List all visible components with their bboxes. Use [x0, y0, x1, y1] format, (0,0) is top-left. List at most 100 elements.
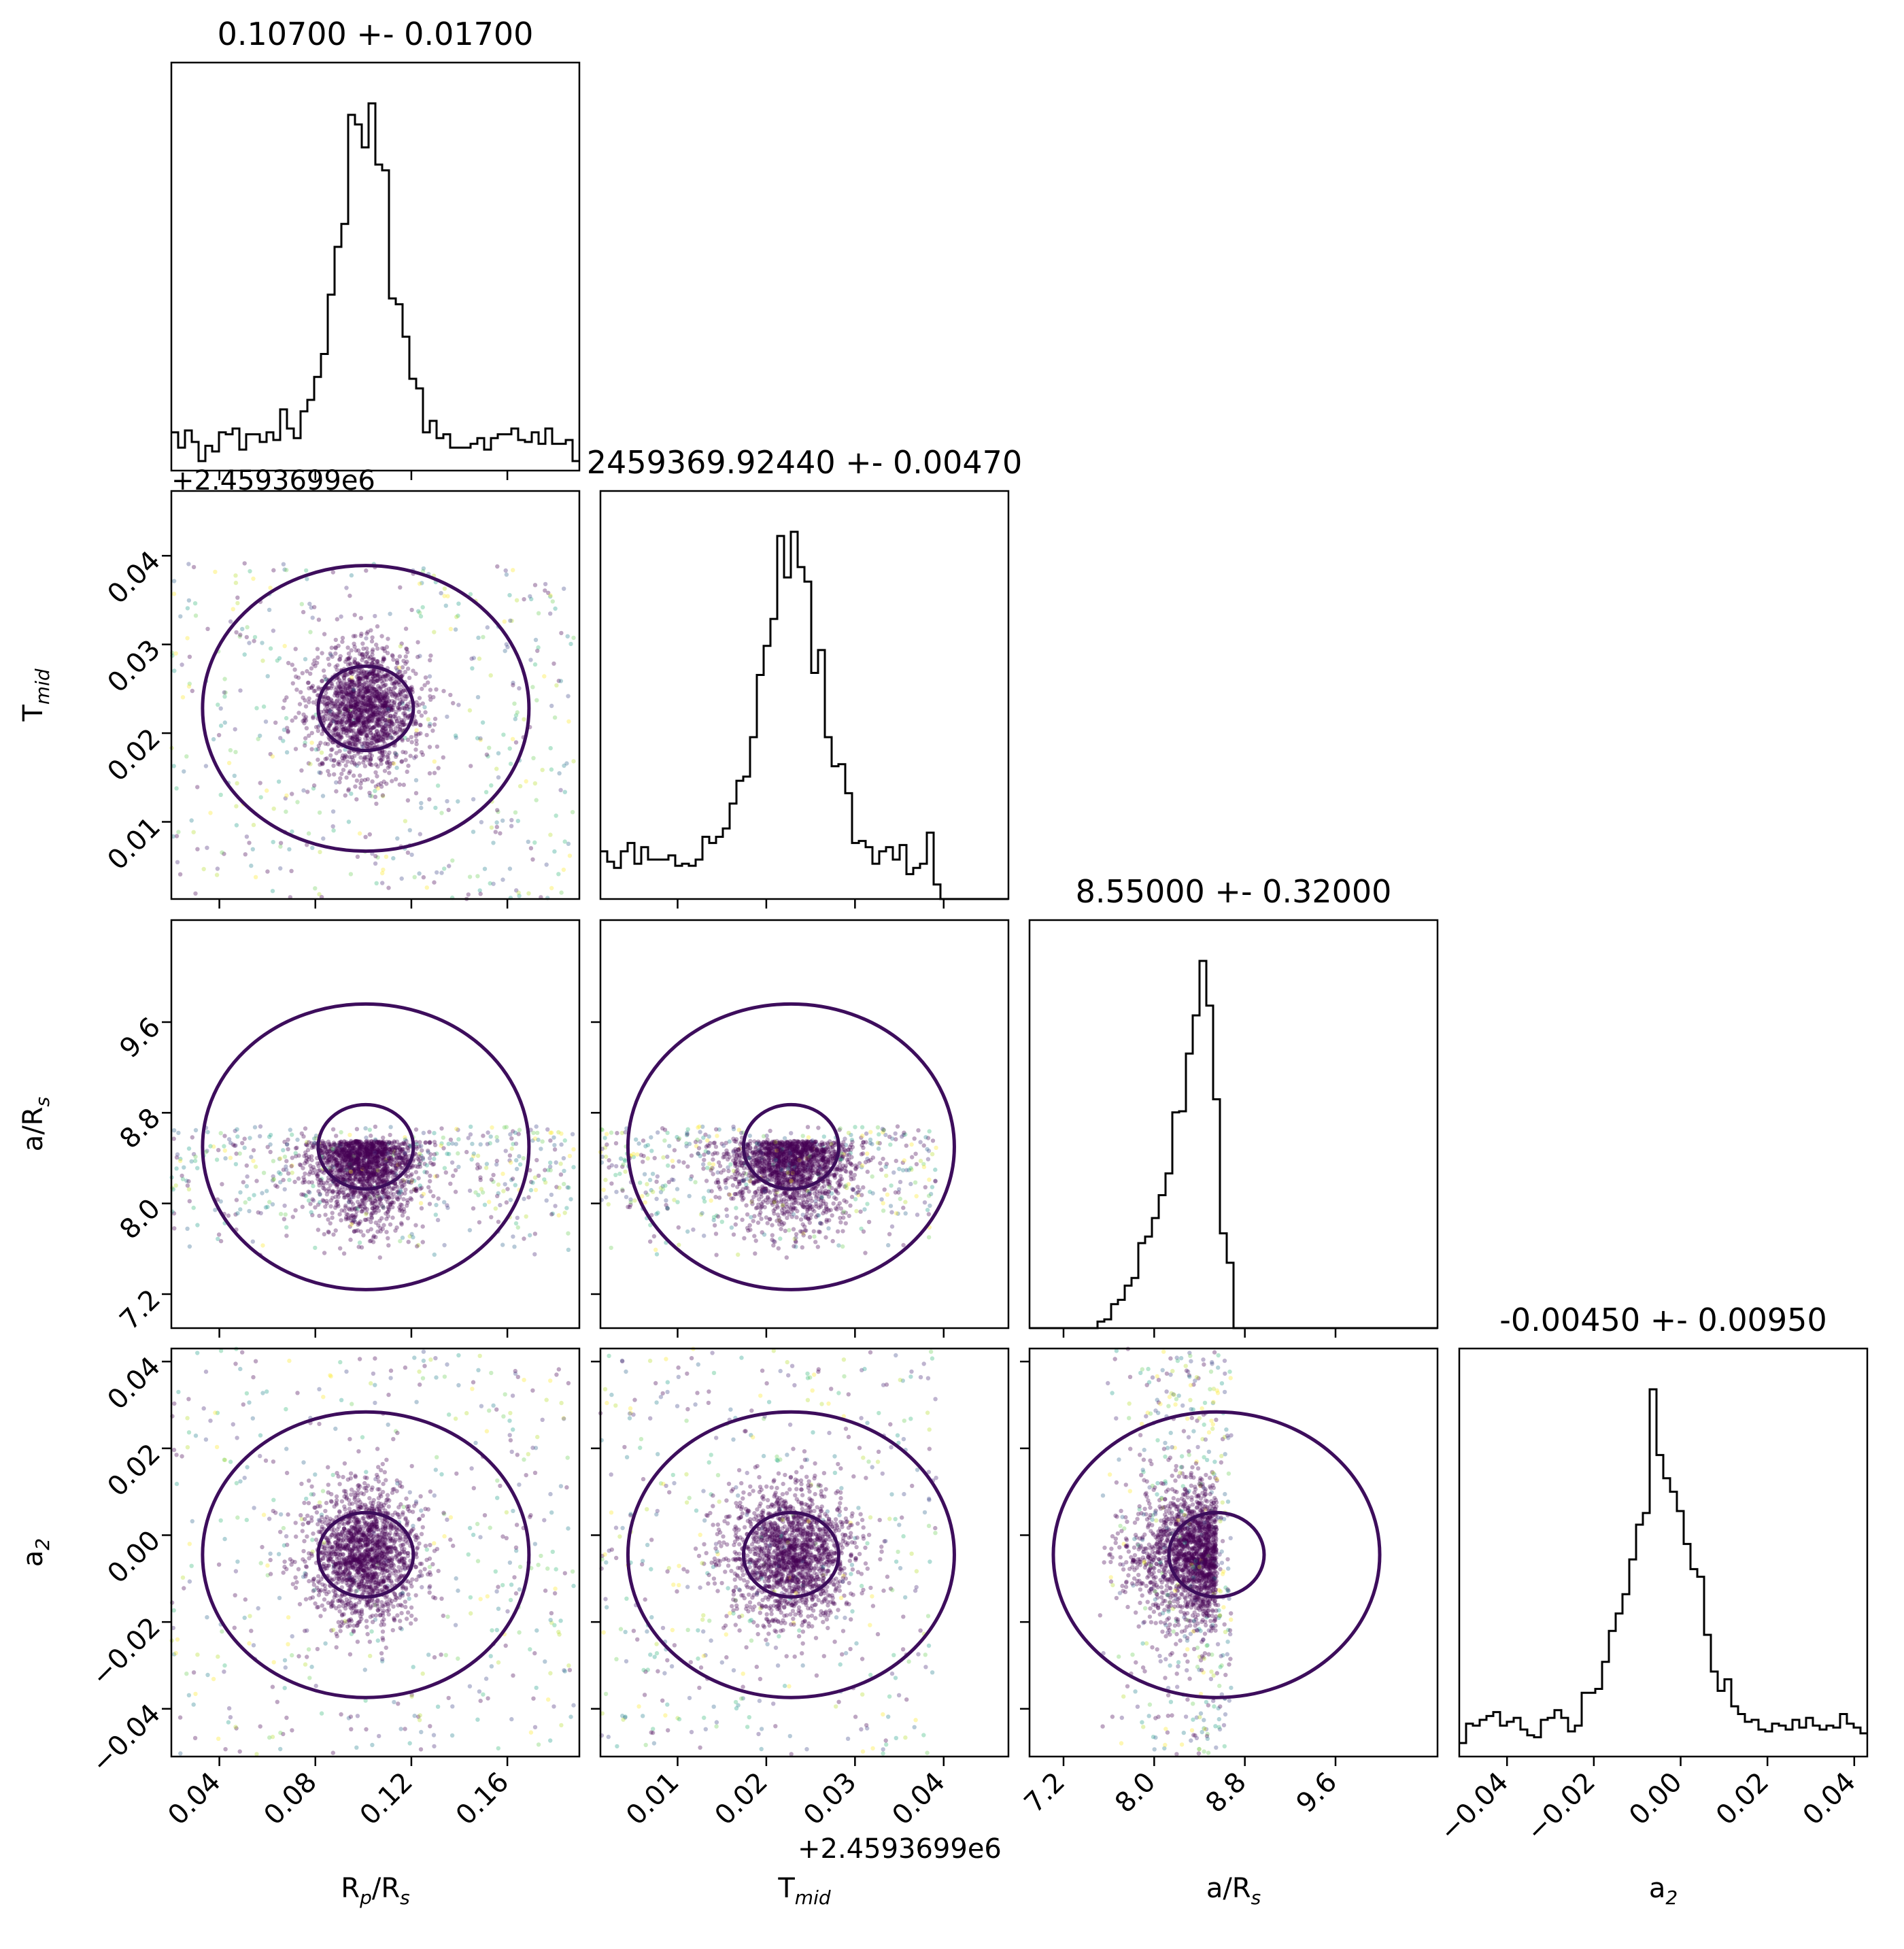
data-point — [558, 787, 563, 793]
data-point — [373, 1124, 378, 1130]
data-point — [369, 639, 375, 644]
data-point — [427, 797, 432, 802]
data-point — [494, 820, 499, 825]
panel-ars-vs-tmid — [591, 919, 1010, 1338]
data-point — [618, 1156, 624, 1161]
data-point — [554, 1160, 558, 1165]
data-point — [386, 1236, 390, 1241]
data-point — [535, 1130, 540, 1136]
data-point — [306, 680, 311, 685]
data-point — [439, 811, 444, 815]
data-point — [882, 1187, 887, 1192]
data-point — [329, 1164, 335, 1169]
data-point — [556, 872, 561, 877]
data-point — [218, 792, 223, 798]
data-point — [243, 1200, 248, 1205]
data-point — [287, 1177, 292, 1183]
data-point — [310, 615, 315, 620]
data-point — [364, 687, 369, 692]
data-point — [317, 892, 322, 897]
data-point — [191, 1205, 196, 1210]
data-point — [328, 700, 333, 705]
data-point — [362, 756, 367, 761]
data-point — [516, 1132, 521, 1136]
data-point — [307, 601, 312, 607]
data-point — [348, 1237, 353, 1242]
data-point — [416, 1176, 421, 1181]
data-point — [371, 705, 376, 709]
data-point — [365, 720, 370, 725]
data-point — [614, 1164, 619, 1169]
data-point — [297, 702, 303, 707]
data-point — [500, 1171, 505, 1176]
data-point — [373, 861, 378, 866]
y-tick-label: 0.01 — [101, 811, 167, 877]
data-point — [175, 860, 180, 865]
data-point — [432, 1156, 437, 1162]
data-point — [420, 581, 424, 586]
data-point — [388, 719, 393, 725]
data-point — [548, 746, 553, 751]
data-point — [331, 763, 336, 768]
data-point — [494, 824, 499, 830]
data-point — [562, 839, 567, 844]
data-point — [185, 636, 190, 641]
data-point — [551, 661, 556, 666]
data-point — [240, 626, 245, 632]
data-point — [470, 666, 475, 671]
data-point — [419, 1144, 424, 1149]
data-point — [384, 1230, 389, 1234]
data-point — [933, 1167, 938, 1172]
data-point — [191, 564, 197, 570]
data-point — [370, 779, 375, 784]
data-point — [299, 602, 304, 607]
data-point — [252, 1193, 256, 1198]
data-point — [354, 743, 359, 747]
data-point — [540, 768, 545, 773]
data-point — [345, 1177, 350, 1182]
data-point — [405, 666, 411, 671]
data-point — [326, 1230, 330, 1234]
data-point — [466, 892, 471, 897]
data-point — [343, 1165, 347, 1170]
data-point — [420, 1148, 424, 1153]
data-point — [571, 759, 576, 764]
data-point — [447, 864, 452, 868]
data-point — [391, 855, 396, 861]
data-point — [427, 1140, 432, 1145]
data-point — [390, 714, 395, 719]
data-point — [476, 635, 481, 640]
data-point — [222, 1144, 226, 1149]
data-point — [186, 1187, 192, 1192]
data-point — [349, 720, 354, 725]
data-point — [377, 756, 381, 761]
data-point — [299, 768, 304, 773]
data-point — [357, 831, 362, 836]
data-point — [428, 1173, 432, 1179]
data-point — [469, 1124, 473, 1130]
data-point — [234, 804, 239, 809]
data-point — [360, 1165, 365, 1170]
data-point — [361, 760, 366, 765]
data-point — [281, 1178, 286, 1183]
data-point — [441, 689, 446, 694]
data-point — [330, 824, 335, 829]
data-point — [237, 1151, 242, 1156]
data-point — [514, 1158, 519, 1163]
data-point — [208, 811, 213, 815]
data-point — [403, 654, 408, 659]
data-point — [475, 1162, 480, 1167]
data-point — [371, 1192, 376, 1197]
data-point — [409, 1189, 414, 1194]
data-point — [556, 1213, 561, 1218]
data-point — [435, 783, 441, 788]
data-point — [335, 663, 340, 668]
data-point — [394, 730, 398, 736]
data-point — [342, 1159, 347, 1164]
data-point — [420, 686, 424, 692]
data-point — [528, 846, 534, 851]
data-point — [309, 1154, 314, 1159]
data-point — [443, 1170, 448, 1175]
data-point — [442, 1166, 447, 1170]
data-point — [349, 691, 354, 696]
